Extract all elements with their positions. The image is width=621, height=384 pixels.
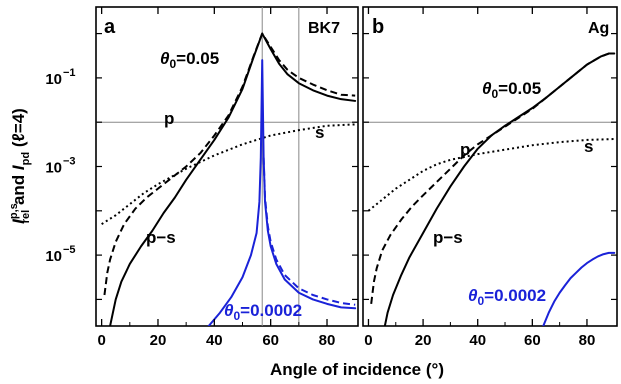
y-label-sub2: pd [20, 152, 32, 165]
theta-symbol: θ [482, 79, 492, 98]
panel-a-p-minus-s-label: p−s [146, 228, 176, 247]
panel-b-theta-large-label: θ0=0.05 [482, 79, 541, 101]
panel-a-frame [95, 6, 359, 327]
y-tick-exponent: −1 [63, 67, 76, 79]
panel-a-ticks: 0 20 40 60 80 [96, 7, 358, 349]
theta-subscript: 0 [169, 57, 176, 71]
panel-a-material-label: BK7 [308, 20, 340, 37]
theta-value: =0.05 [498, 79, 541, 98]
series-black-dotted-line [367, 138, 615, 212]
theta-value: =0.0002 [484, 286, 546, 305]
y-label-I2: I [9, 164, 28, 170]
y-axis-label: Ip,srel and Ipd (ℓ=4) [8, 108, 32, 224]
panel-b-ticks: 0 20 40 60 80 [363, 7, 617, 349]
series-blue-solid-line [542, 251, 616, 326]
theta-symbol: θ [224, 301, 234, 320]
panel-a-reference-lines [96, 7, 358, 326]
panel-a-theta-large-label: θ0=0.05 [160, 49, 219, 71]
series-blue-solid-line [207, 59, 357, 326]
series-black-solid-line [109, 32, 357, 326]
x-tick-label: 60 [262, 332, 279, 349]
panel-b-frame [362, 6, 618, 327]
y-label-sup: p,s [8, 203, 20, 219]
theta-subscript: 0 [233, 309, 240, 323]
x-axis-label: Angle of incidence (°) [270, 360, 444, 379]
y-tick-label: 10 [45, 160, 62, 177]
x-tick-label: 0 [364, 332, 372, 349]
y-tick-label: 10 [45, 248, 62, 265]
panel-b-theta-small-label: θ0=0.0002 [468, 286, 546, 308]
y-tick-label: 10 [45, 71, 62, 88]
x-tick-label: 0 [97, 332, 105, 349]
series-blue-dashed-line [262, 157, 356, 306]
series-black-solid-line [383, 52, 616, 326]
panel-a-curves [101, 32, 357, 326]
y-label-and: and [9, 170, 28, 210]
panel-b: 0 20 40 60 80 b Ag θ0=0.05 p s p−s θ0=0.0002 [362, 6, 618, 349]
y-tick-exponent: −5 [63, 244, 76, 256]
panel-b-curves [367, 52, 616, 326]
panel-b-s-label: s [584, 137, 593, 156]
theta-symbol: θ [468, 286, 478, 305]
series-black-dotted-line [101, 123, 356, 225]
x-tick-label: 60 [524, 332, 541, 349]
series-black-dashed-line [103, 32, 356, 296]
x-tick-label: 80 [579, 332, 596, 349]
panel-b-letter: b [372, 16, 384, 38]
panel-a-p-label: p [164, 109, 174, 128]
theta-subscript: 0 [491, 87, 498, 101]
panel-b-p-label: p [460, 140, 470, 159]
panel-b-p-minus-s-label: p−s [433, 228, 463, 247]
theta-symbol: θ [160, 49, 170, 68]
panel-a-letter: a [104, 16, 116, 38]
x-tick-label: 40 [469, 332, 486, 349]
y-tick-exponent: −3 [63, 156, 76, 168]
theta-subscript: 0 [477, 294, 484, 308]
theta-value: =0.05 [176, 49, 219, 68]
panel-a-s-label: s [315, 123, 324, 142]
x-tick-label: 40 [206, 332, 223, 349]
x-tick-label: 80 [319, 332, 336, 349]
y-label-I1: I [9, 218, 28, 224]
x-tick-label: 20 [150, 332, 167, 349]
x-tick-label: 20 [415, 332, 432, 349]
y-label-paren: (ℓ=4) [9, 108, 28, 152]
panel-a-theta-small-label: θ0=0.0002 [224, 301, 302, 323]
panel-b-material-label: Ag [588, 20, 609, 37]
theta-value: =0.0002 [240, 301, 302, 320]
panel-a: 0 20 40 60 80 a BK7 θ0=0.05 p s p−s θ0=0.000… [95, 6, 359, 349]
y-label-sub: rel [20, 210, 32, 223]
y-tick-labels: 10−110−310−5 [45, 67, 75, 265]
